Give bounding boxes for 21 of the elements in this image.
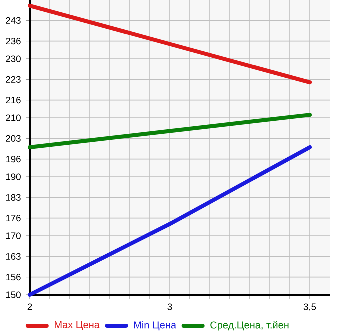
y-tick-label: 150 — [6, 292, 21, 298]
y-tick-label: 223 — [6, 76, 21, 83]
x-tick-label: 3,5 — [304, 304, 316, 312]
x-tick-label: 2 — [28, 304, 32, 310]
y-tick-label: 170 — [6, 232, 21, 240]
legend-label: Min Цена — [134, 321, 176, 331]
y-tick-label: 176 — [6, 215, 21, 222]
y-tick-label: 163 — [6, 253, 21, 260]
legend-label: Сред.Цена, т.йен — [210, 321, 289, 331]
y-tick-label: 210 — [6, 114, 21, 122]
y-tick-label: 230 — [6, 56, 21, 62]
y-tick-label: 216 — [6, 97, 21, 104]
y-tick-label: 243 — [6, 17, 21, 24]
y-tick-label: 183 — [6, 194, 21, 201]
y-tick-label: 203 — [6, 135, 21, 142]
y-tick-label: 236 — [6, 38, 21, 45]
y-tick-label: 156 — [6, 274, 21, 281]
y-tick-label: 190 — [6, 174, 21, 180]
y-tick-label: 196 — [6, 156, 21, 163]
legend-label: Max Цена — [55, 322, 100, 330]
x-tick-label: 3 — [168, 304, 172, 310]
